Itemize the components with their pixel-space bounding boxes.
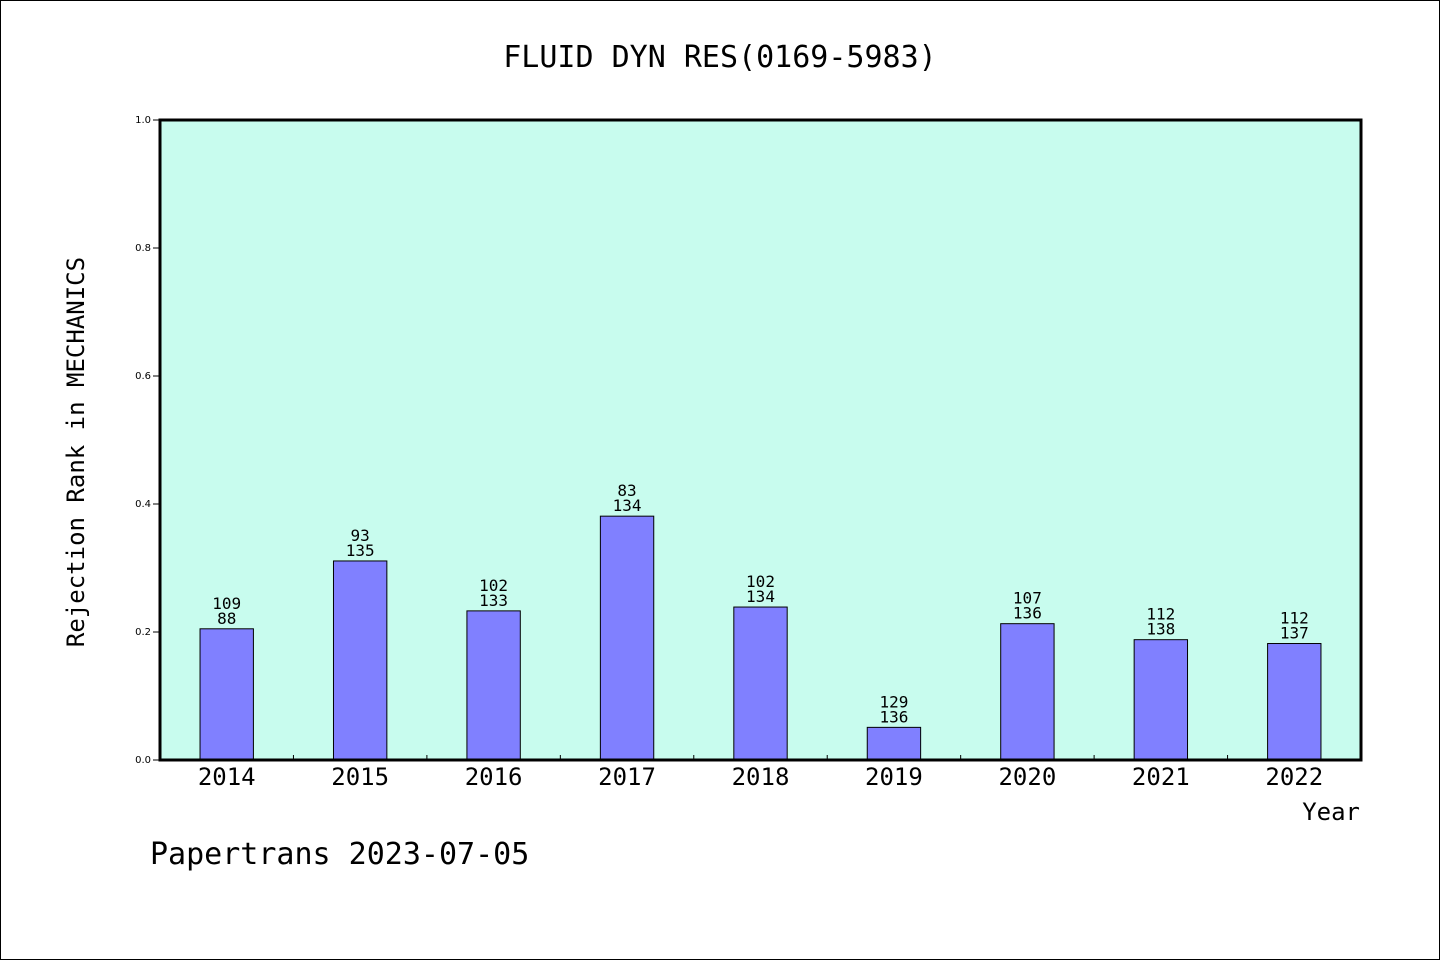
x-tick-label: 2016	[465, 763, 523, 791]
data-label-bottom: 88	[217, 609, 236, 628]
bar-2017	[599, 515, 655, 761]
data-label-top: 112	[1280, 609, 1309, 628]
x-tick-label: 2014	[198, 763, 256, 791]
data-label-bottom: 138	[1146, 620, 1175, 639]
data-label-bottom: 136	[1013, 604, 1042, 623]
data-label-top: 102	[746, 572, 775, 591]
bar-2016	[466, 610, 521, 761]
x-tick-label: 2019	[865, 763, 923, 791]
bar-2014	[199, 628, 254, 761]
footer-credit: Papertrans 2023-07-05	[150, 837, 529, 872]
bar-2015	[332, 560, 388, 761]
bar-2021	[1133, 639, 1189, 761]
y-ticks-group: 0.0 0.2 0.4 0.6 0.8 1.0	[135, 115, 160, 766]
x-tick-label: 2022	[1265, 763, 1323, 791]
y-tick-label: 0.0	[135, 755, 151, 766]
y-tick-label: 0.8	[135, 243, 151, 254]
bar-2020	[1000, 623, 1055, 761]
bar-2018	[733, 606, 788, 761]
data-label-top: 129	[879, 692, 908, 711]
x-tick-label: 2021	[1132, 763, 1190, 791]
data-label-bottom: 137	[1280, 624, 1309, 643]
x-tick-label: 2018	[732, 763, 790, 791]
x-axis-label: Year	[1302, 798, 1360, 826]
data-label-top: 109	[212, 594, 241, 613]
data-label-top: 102	[479, 576, 508, 595]
bar-2022	[1267, 643, 1322, 761]
x-tick-label: 2020	[998, 763, 1056, 791]
bar-2019	[866, 726, 922, 761]
y-tick-label: 0.4	[135, 499, 151, 510]
data-label-top: 93	[351, 526, 370, 545]
y-tick-label: 1.0	[135, 115, 151, 126]
x-tick-label: 2015	[331, 763, 389, 791]
y-axis-label: Rejection Rank in MECHANICS	[62, 257, 90, 647]
y-tick-label: 0.2	[135, 627, 151, 638]
data-label-bottom: 135	[346, 541, 375, 560]
x-ticks-group: 2014 2015 2016 2017 2018 2019 2020 2021 2022	[198, 755, 1323, 791]
chart-title: FLUID DYN RES(0169-5983)	[503, 40, 936, 75]
data-label-bottom: 136	[879, 707, 908, 726]
y-tick-label: 0.6	[135, 371, 151, 382]
data-label-top: 83	[617, 481, 636, 500]
data-label-top: 107	[1013, 589, 1042, 608]
data-label-bottom: 133	[479, 591, 508, 610]
data-label-top: 112	[1146, 605, 1175, 624]
x-tick-label: 2017	[598, 763, 656, 791]
data-label-bottom: 134	[746, 587, 775, 606]
plot-border	[158, 118, 1363, 762]
data-label-bottom: 134	[613, 496, 642, 515]
